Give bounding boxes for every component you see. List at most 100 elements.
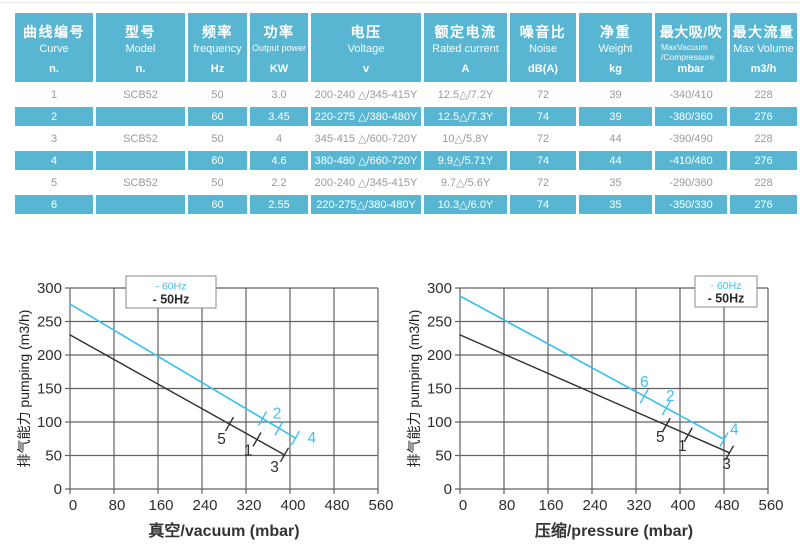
cell-vacuum: -410/480 (655, 151, 727, 170)
table-row-curve-4: 4 60 4.6 380-480 △/660-720Y 9.9△/5.71Y 74 44 -4… (15, 151, 797, 170)
cell-vacuum: -290/360 (655, 173, 727, 192)
cell-volume: 228 (730, 173, 797, 192)
cell-noise: 74 (510, 151, 576, 170)
cell-current: 10△/5.8Y (424, 129, 507, 148)
x-tick-label: 480 (714, 497, 739, 514)
curve-number-label: 4 (730, 421, 739, 438)
y-tick-label: 300 (427, 280, 452, 297)
cell-frequency: 50 (188, 173, 247, 192)
cell-curve: 2 (15, 107, 93, 126)
y-tick-label: 150 (427, 381, 452, 398)
header-en-power: Output power (251, 43, 307, 53)
header-cn-model: 型号 (125, 24, 156, 40)
cell-vacuum: -340/410 (655, 85, 727, 104)
y-tick-label: 100 (37, 414, 62, 431)
curve-end-tick (290, 430, 301, 446)
header-cell-power: 功率 Output power KW (250, 13, 308, 82)
header-cn-curve: 曲线编号 (23, 24, 85, 40)
header-cn-frequency: 频率 (202, 24, 233, 40)
legend-item-50hz: - 50Hz (153, 293, 190, 307)
y-tick-label: 100 (427, 414, 452, 431)
y-tick-label: 250 (37, 314, 62, 331)
vacuum-chart-svg: 0 80 160 240 320 400 480 560 0 50 100 150 200 250 300 2… (16, 275, 394, 540)
curve-end-tick (279, 447, 290, 463)
cell-noise: 74 (510, 107, 576, 126)
cell-voltage: 380-480 △/660-720Y (311, 151, 421, 170)
header-unit-vacuum: mbar (677, 63, 705, 75)
x-tick-label: 560 (758, 497, 783, 514)
x-tick-label: 240 (582, 497, 607, 514)
header-cn-noise: 噪音比 (519, 24, 567, 40)
legend-item-60hz: - 60Hz (711, 280, 742, 292)
curve-number-label: 5 (217, 431, 226, 448)
header-unit-model: n. (135, 63, 146, 75)
cell-model (96, 151, 185, 170)
cell-power: 3.0 (250, 85, 308, 104)
header-unit-voltage: v (362, 63, 370, 75)
cell-weight: 39 (579, 107, 652, 126)
cell-power: 2.55 (250, 195, 308, 214)
y-tick-label: 0 (444, 481, 452, 498)
header-en-noise: Noise (528, 43, 558, 55)
curve-number-label: 5 (656, 429, 665, 446)
cell-frequency: 60 (188, 151, 247, 170)
header-en-current: Rated current (432, 43, 499, 55)
x-tick-label: 0 (459, 497, 467, 514)
header-cn-volume: 最大流量 (732, 24, 795, 40)
header-unit-volume: m3/h (750, 63, 777, 75)
cell-vacuum: -390/490 (655, 129, 727, 148)
cell-vacuum: -380/360 (655, 107, 727, 126)
legend-item-50hz: - 50Hz (708, 292, 745, 306)
cell-voltage: 220-275 △/380-480Y (311, 107, 421, 126)
cell-volume: 276 (730, 151, 797, 170)
header-cn-weight: 净重 (600, 24, 631, 40)
curve-end-tick (639, 388, 649, 404)
x-axis-title: 真空/vacuum (mbar) (148, 521, 299, 540)
curve-number-label: 1 (244, 442, 253, 459)
table-row-curve-5: 5 SCB52 50 2.2 200-240 △/345-415Y 9.7△/5.6Y 72… (15, 173, 797, 192)
cell-volume: 228 (730, 85, 797, 104)
curve-number-label: 3 (722, 456, 731, 473)
x-tick-label: 400 (280, 497, 305, 514)
cell-power: 3.45 (250, 107, 308, 126)
x-tick-label: 400 (670, 497, 695, 514)
header-en-model: Model (125, 43, 156, 55)
header-en-weight: Weight (598, 43, 633, 55)
cell-curve: 5 (15, 173, 93, 192)
header-cn-voltage: 电压 (350, 24, 382, 40)
page-top-divider (0, 2, 800, 3)
header-cn-power: 功率 (263, 24, 295, 40)
cell-power: 4 (250, 129, 308, 148)
header-cell-vacuum: 最大吸/吹 MaxVacuum /Compressure mbar (655, 13, 727, 82)
header-en-curve: Curve (39, 43, 69, 55)
y-tick-label: 50 (45, 448, 62, 465)
cell-voltage: 345-415 △/600-720Y (311, 129, 421, 148)
grid: 0 80 160 240 320 400 480 560 0 50 100 150 200 250 300 (427, 280, 784, 514)
cell-noise: 72 (510, 173, 576, 192)
header-cell-model: 型号 Model n. (96, 13, 185, 82)
x-tick-label: 560 (368, 497, 393, 514)
legend-box (125, 275, 217, 309)
table-row-curve-1: 1 SCB52 50 3.0 200-240 △/345-415Y 12.5△/7.2Y 7… (15, 85, 797, 104)
x-tick-label: 160 (538, 497, 563, 514)
header-cell-curve: 曲线编号 Curve n. (15, 13, 93, 82)
series-50Hz: 5 13 (69, 334, 290, 476)
table-row-curve-6: 6 60 2.55 220-275△/380-480Y 10.3△/6.0Y 74 35 -3… (15, 195, 797, 214)
y-tick-label: 200 (427, 347, 452, 364)
cell-current: 9.9△/5.71Y (424, 151, 507, 170)
header-unit-current: A (461, 63, 470, 75)
x-tick-label: 480 (324, 497, 349, 514)
series-60Hz: 62 4 (459, 295, 739, 447)
curve-end-tick (274, 420, 284, 436)
curve-end-tick (224, 416, 235, 432)
cell-volume: 276 (730, 195, 797, 214)
x-tick-label: 0 (69, 497, 77, 514)
cell-model: SCB52 (96, 129, 185, 148)
curve-end-tick (257, 411, 268, 426)
grid: 0 80 160 240 320 400 480 560 0 50 100 150 200 250 300 (37, 280, 394, 514)
curve-line-60Hz (459, 295, 725, 441)
header-unit-weight: kg (609, 63, 622, 75)
header-cn-current: 额定电流 (434, 24, 497, 40)
legend: - 60Hz- 50Hz (125, 275, 217, 309)
